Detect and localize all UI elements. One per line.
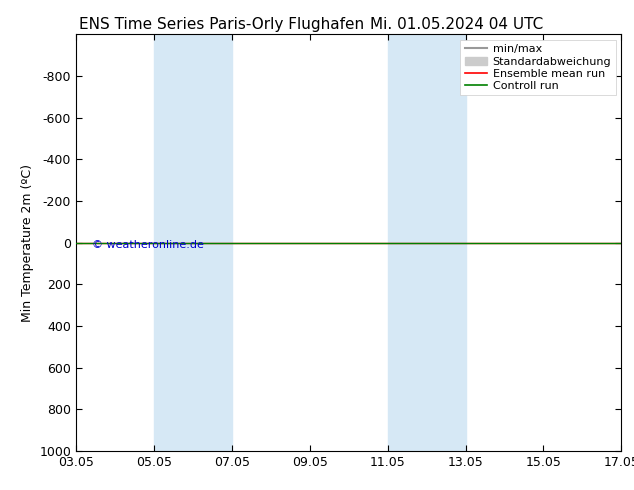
Legend: min/max, Standardabweichung, Ensemble mean run, Controll run: min/max, Standardabweichung, Ensemble me… — [460, 40, 616, 96]
Text: © weatheronline.de: © weatheronline.de — [93, 241, 204, 250]
Text: ENS Time Series Paris-Orly Flughafen: ENS Time Series Paris-Orly Flughafen — [79, 17, 365, 32]
Bar — [387, 34, 465, 451]
Y-axis label: Min Temperature 2m (ºC): Min Temperature 2m (ºC) — [21, 164, 34, 321]
Text: Mi. 01.05.2024 04 UTC: Mi. 01.05.2024 04 UTC — [370, 17, 543, 32]
Bar — [154, 34, 232, 451]
